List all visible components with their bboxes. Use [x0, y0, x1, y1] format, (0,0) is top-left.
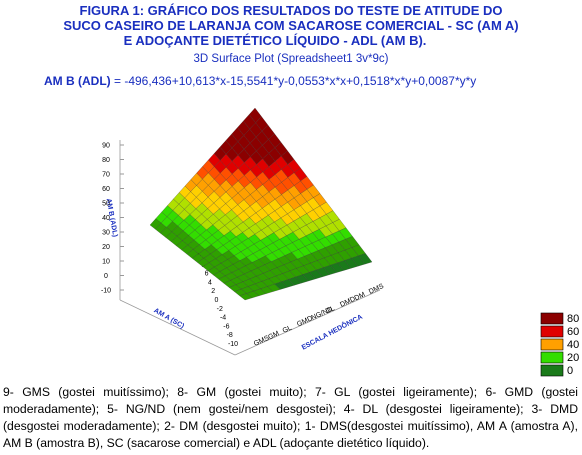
- equation: AM B (ADL) = -496,436+10,613*x-15,5541*y…: [44, 74, 476, 88]
- y-tick-label: DM: [354, 291, 367, 302]
- x-tick-label: -10: [228, 341, 238, 348]
- title-line: SUCO CASEIRO DE LARANJA COM SACAROSE COM…: [63, 18, 518, 33]
- z-tick-label: 90: [102, 143, 110, 150]
- frame: [119, 140, 381, 356]
- x-tick-label: 2: [211, 288, 215, 295]
- z-tick-label: 80: [102, 157, 110, 164]
- y-tick-label: GM: [267, 330, 280, 341]
- y-tick-label: DMS: [368, 283, 385, 296]
- z-tick-label: 40: [102, 215, 110, 222]
- title-line: E ADOÇANTE DIETÉTICO LÍQUIDO - ADL (AM B…: [124, 33, 427, 48]
- z-tick-label: 20: [102, 244, 110, 251]
- x-tick-label: -2: [217, 306, 223, 313]
- caption: 9- GMS (gostei muitíssimo); 8- GM (goste…: [3, 385, 578, 450]
- surface-cell: [358, 253, 373, 265]
- x-tick-label: 0: [215, 297, 219, 304]
- legend-swatch: [540, 325, 564, 338]
- z-tick-label: 60: [102, 186, 110, 193]
- legend-swatch: [540, 364, 564, 377]
- z-tick-label: 70: [102, 172, 110, 179]
- x-tick-label: 6: [205, 271, 209, 278]
- y-tick-label: GL: [282, 324, 294, 334]
- surface: [149, 107, 373, 301]
- y-tick-label: DL: [325, 305, 336, 315]
- x-tick-label: -4: [220, 315, 226, 322]
- legend-label: 20: [567, 352, 579, 364]
- legend-swatch: [540, 338, 564, 351]
- z-tick-label: -10: [101, 288, 111, 295]
- x-axis-label: AM A (SC): [152, 307, 185, 330]
- legend-label: 80: [567, 313, 579, 325]
- z-tick-label: 0: [104, 273, 108, 280]
- z-tick-label: 10: [102, 259, 110, 266]
- x-tick-label: -8: [227, 332, 233, 339]
- equation-label: AM B (ADL): [44, 74, 111, 88]
- z-tick-label: 50: [102, 201, 110, 208]
- subtitle: 3D Surface Plot (Spreadsheet1 3v*9c): [194, 53, 389, 65]
- legend-swatch: [540, 312, 564, 325]
- z-tick-label: 30: [102, 230, 110, 237]
- title-line: FIGURA 1: GRÁFICO DOS RESULTADOS DO TEST…: [80, 3, 503, 18]
- equation-text: = -496,436+10,613*x-15,5541*y-0,0553*x*x…: [114, 74, 476, 88]
- legend-label: 40: [567, 339, 579, 351]
- legend-label: 0: [567, 365, 573, 377]
- legend-label: 60: [567, 326, 579, 338]
- x-tick-label: 4: [208, 279, 212, 286]
- chart: FIGURA 1: GRÁFICO DOS RESULTADOS DO TEST…: [44, 3, 579, 377]
- x-tick-label: -6: [223, 323, 229, 330]
- legend-swatch: [540, 351, 564, 364]
